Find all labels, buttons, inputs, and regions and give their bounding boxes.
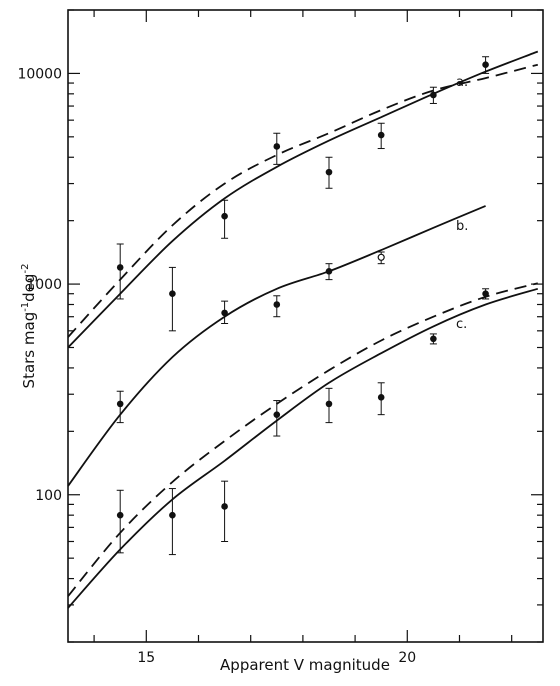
y-axis-label-exponent: -2 xyxy=(20,264,31,274)
y-tick-label: 1000 xyxy=(26,277,62,293)
model-curves xyxy=(67,50,539,609)
plot-frame xyxy=(67,9,544,643)
series-label: b. xyxy=(456,219,468,234)
y-tick-label: 10000 xyxy=(17,66,62,82)
model-curve-solid xyxy=(67,50,539,349)
y-tick-label: 100 xyxy=(35,488,62,504)
data-point xyxy=(221,503,228,510)
x-axis-label: Apparent V magnitude xyxy=(220,656,390,674)
data-points xyxy=(116,56,490,556)
y-axis-label-exponent: -1 xyxy=(20,302,31,312)
data-point xyxy=(377,394,385,401)
data-point xyxy=(273,411,281,418)
data-point xyxy=(169,511,176,519)
data-point xyxy=(325,400,333,408)
data-point xyxy=(169,290,176,298)
series-label: a. xyxy=(456,75,468,90)
data-point-open xyxy=(377,253,385,261)
y-axis-label-part: deg xyxy=(20,274,38,302)
model-curve-solid xyxy=(67,287,539,609)
data-point xyxy=(482,290,489,298)
data-point xyxy=(273,301,281,308)
x-tick-label: 20 xyxy=(398,650,416,666)
x-tick-label: 15 xyxy=(137,650,155,666)
axis-ticks: 15 20 100 1000 10000 xyxy=(17,9,543,666)
data-point xyxy=(430,335,437,343)
data-point xyxy=(116,400,124,408)
data-point xyxy=(116,264,124,271)
model-curve-solid xyxy=(67,205,486,487)
data-point xyxy=(482,61,489,68)
y-axis-label: Stars mag-1deg-2 xyxy=(20,264,38,389)
series-labels: a. b. c. xyxy=(456,75,468,332)
data-point xyxy=(377,131,385,139)
data-point xyxy=(273,143,281,150)
data-point xyxy=(116,511,124,519)
data-point xyxy=(221,212,228,220)
data-point xyxy=(221,309,228,317)
y-axis-label-part: Stars mag xyxy=(20,312,38,389)
data-point xyxy=(325,168,333,176)
data-point xyxy=(430,91,437,99)
model-curve-dashed xyxy=(67,282,539,597)
model-curve-dashed xyxy=(67,63,539,338)
series-label: c. xyxy=(456,317,467,332)
data-point xyxy=(325,267,333,275)
